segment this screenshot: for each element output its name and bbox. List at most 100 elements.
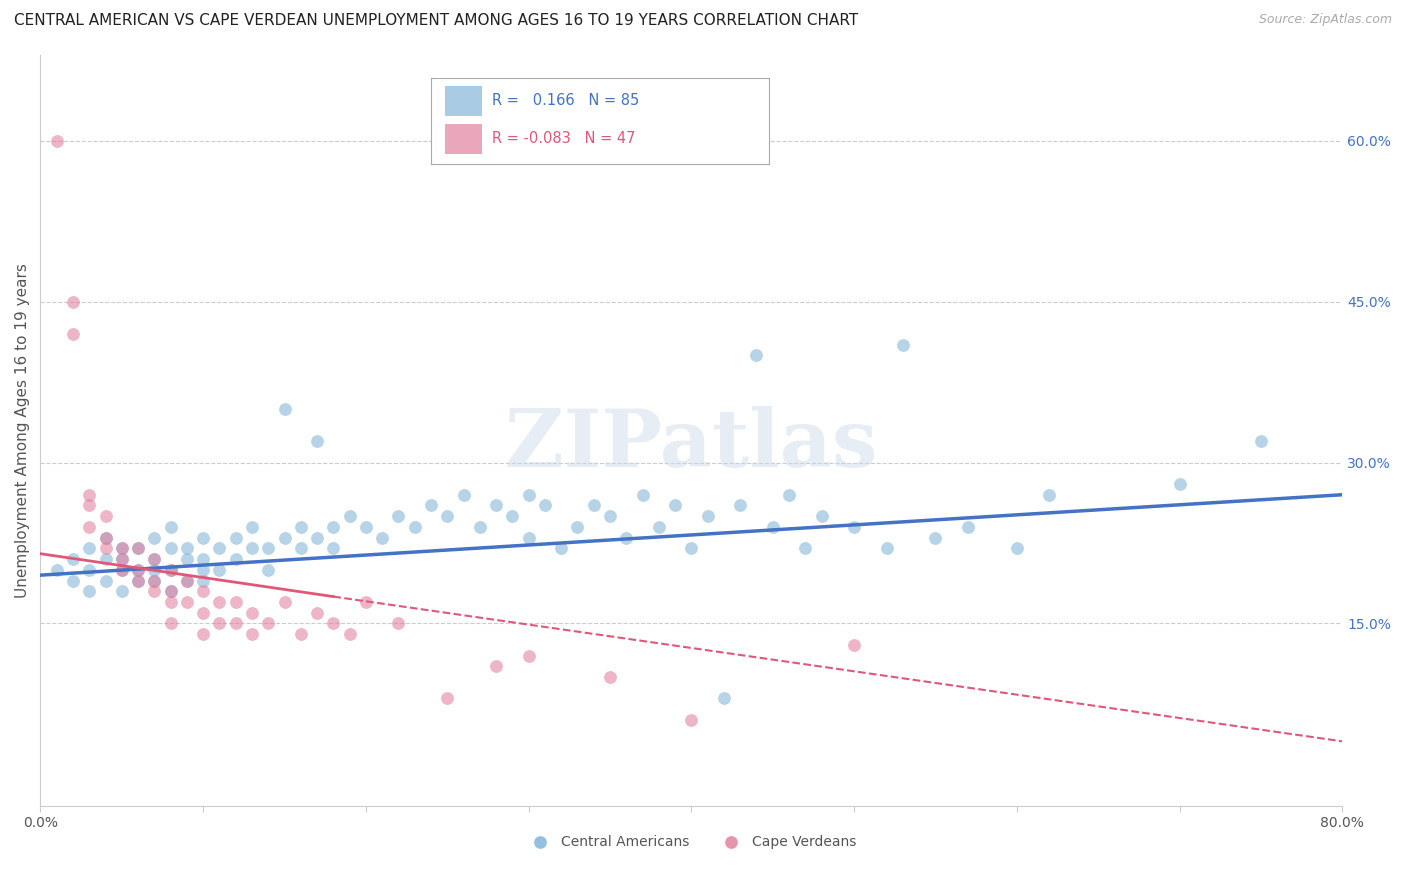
Point [956, 520, 979, 534]
Point [436, 509, 458, 524]
Point [143, 584, 166, 599]
Point [842, 638, 865, 652]
Point [62, 294, 84, 309]
Point [159, 584, 181, 599]
Point [501, 509, 523, 524]
Point [257, 616, 280, 631]
Point [159, 616, 181, 631]
Point [127, 541, 149, 556]
Point [143, 552, 166, 566]
Point [810, 509, 832, 524]
Point [143, 574, 166, 588]
Point [111, 563, 134, 577]
Point [127, 563, 149, 577]
Point [143, 552, 166, 566]
Point [713, 691, 735, 706]
Point [273, 401, 295, 416]
Point [191, 574, 214, 588]
Point [322, 541, 344, 556]
Point [208, 563, 231, 577]
Point [240, 606, 263, 620]
Point [62, 574, 84, 588]
Point [354, 520, 377, 534]
Point [1168, 477, 1191, 491]
Point [307, 434, 329, 449]
Point [1005, 541, 1028, 556]
Point [876, 541, 898, 556]
Point [225, 616, 247, 631]
Point [240, 520, 263, 534]
Point [453, 488, 475, 502]
Point [307, 606, 329, 620]
Point [159, 595, 181, 609]
Point [159, 563, 181, 577]
Point [339, 509, 361, 524]
Point [257, 563, 280, 577]
Point [176, 574, 198, 588]
Point [94, 531, 117, 545]
Text: Source: ZipAtlas.com: Source: ZipAtlas.com [1258, 13, 1392, 27]
Point [94, 509, 117, 524]
Point [307, 531, 329, 545]
Point [191, 563, 214, 577]
Point [273, 531, 295, 545]
Point [94, 574, 117, 588]
Point [208, 616, 231, 631]
Point [273, 595, 295, 609]
Point [322, 616, 344, 631]
Point [842, 520, 865, 534]
Point [599, 670, 621, 684]
Point [371, 531, 394, 545]
Point [240, 627, 263, 641]
Point [1038, 488, 1060, 502]
Point [176, 541, 198, 556]
Point [404, 520, 426, 534]
Point [111, 584, 134, 599]
Point [94, 531, 117, 545]
Point [159, 520, 181, 534]
Point [77, 499, 100, 513]
Legend: Central Americans, Cape Verdeans: Central Americans, Cape Verdeans [520, 830, 862, 855]
Point [696, 509, 718, 524]
Point [176, 574, 198, 588]
Point [94, 552, 117, 566]
Text: CENTRAL AMERICAN VS CAPE VERDEAN UNEMPLOYMENT AMONG AGES 16 TO 19 YEARS CORRELAT: CENTRAL AMERICAN VS CAPE VERDEAN UNEMPLO… [14, 13, 858, 29]
Point [176, 552, 198, 566]
Point [420, 499, 443, 513]
Point [159, 563, 181, 577]
Point [290, 627, 312, 641]
Point [534, 499, 557, 513]
Point [225, 595, 247, 609]
Point [290, 520, 312, 534]
Point [257, 541, 280, 556]
Point [191, 552, 214, 566]
Point [728, 499, 751, 513]
Point [891, 337, 914, 351]
Point [225, 531, 247, 545]
Point [143, 563, 166, 577]
Point [436, 691, 458, 706]
Point [127, 563, 149, 577]
Y-axis label: Unemployment Among Ages 16 to 19 years: Unemployment Among Ages 16 to 19 years [15, 263, 30, 598]
Point [631, 488, 654, 502]
Point [681, 541, 703, 556]
Point [745, 348, 768, 362]
Point [159, 584, 181, 599]
Point [45, 134, 67, 148]
Point [225, 552, 247, 566]
Point [62, 552, 84, 566]
Point [762, 520, 785, 534]
Point [485, 659, 508, 673]
Point [94, 541, 117, 556]
Point [517, 531, 540, 545]
Point [322, 520, 344, 534]
Point [127, 574, 149, 588]
Point [77, 520, 100, 534]
Point [143, 531, 166, 545]
Point [111, 552, 134, 566]
Point [45, 563, 67, 577]
Point [387, 509, 409, 524]
Point [62, 326, 84, 341]
Point [681, 713, 703, 727]
Point [191, 606, 214, 620]
